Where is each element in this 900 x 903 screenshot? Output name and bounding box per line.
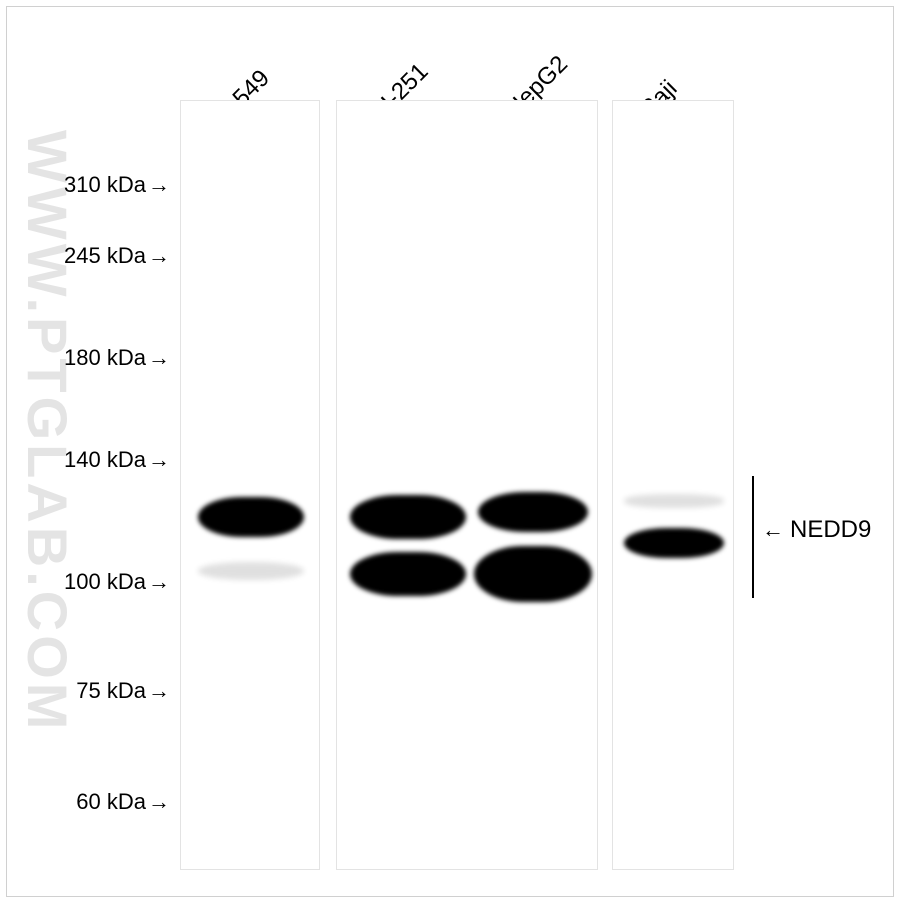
arrow-right-icon: → xyxy=(148,345,170,371)
marker-label: 100 kDa→ xyxy=(0,569,170,595)
annotation-bracket xyxy=(752,476,754,598)
band xyxy=(624,528,724,558)
marker-text: 60 kDa xyxy=(76,789,146,814)
arrow-right-icon: → xyxy=(148,678,170,704)
blot-figure: WWW.PTGLAB.COM 310 kDa→245 kDa→180 kDa→1… xyxy=(0,0,900,903)
marker-label: 75 kDa→ xyxy=(0,678,170,704)
marker-text: 100 kDa xyxy=(64,569,146,594)
annotation-arrow: ← xyxy=(762,517,784,543)
arrow-right-icon: → xyxy=(148,243,170,269)
marker-text: 245 kDa xyxy=(64,243,146,268)
band xyxy=(350,495,466,539)
arrow-right-icon: → xyxy=(148,172,170,198)
lane-box xyxy=(180,100,320,870)
marker-text: 310 kDa xyxy=(64,172,146,197)
lane-box xyxy=(612,100,734,870)
marker-label: 310 kDa→ xyxy=(0,172,170,198)
marker-text: 180 kDa xyxy=(64,345,146,370)
band xyxy=(350,552,466,596)
band xyxy=(198,562,304,580)
band xyxy=(198,497,304,537)
marker-text: 75 kDa xyxy=(76,678,146,703)
marker-label: 180 kDa→ xyxy=(0,345,170,371)
marker-label: 245 kDa→ xyxy=(0,243,170,269)
band xyxy=(478,492,588,532)
marker-label: 140 kDa→ xyxy=(0,447,170,473)
band xyxy=(624,494,724,508)
arrow-right-icon: → xyxy=(148,789,170,815)
arrow-right-icon: → xyxy=(148,447,170,473)
marker-label: 60 kDa→ xyxy=(0,789,170,815)
band xyxy=(474,546,592,602)
annotation-label: NEDD9 xyxy=(790,516,871,544)
arrow-right-icon: → xyxy=(148,569,170,595)
lane-box xyxy=(336,100,598,870)
marker-text: 140 kDa xyxy=(64,447,146,472)
